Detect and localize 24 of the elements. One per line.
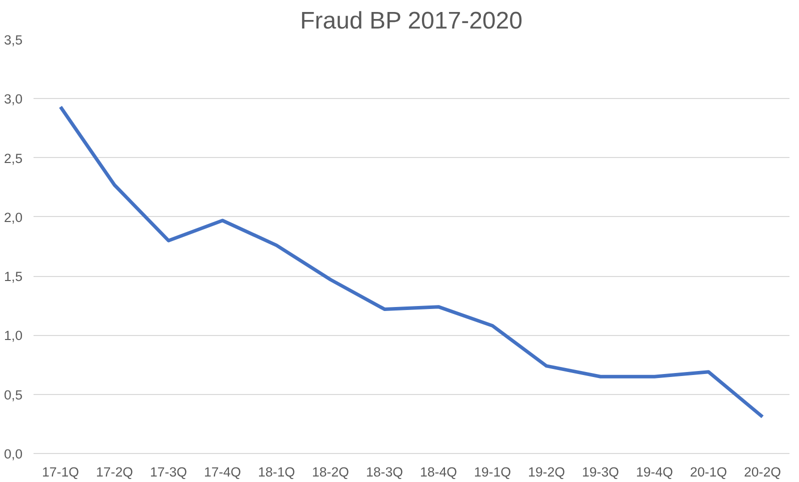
x-tick-label: 17-2Q <box>96 464 134 480</box>
y-tick-label: 3,0 <box>4 92 23 107</box>
x-tick-label: 19-3Q <box>582 464 620 480</box>
y-tick-label: 1,0 <box>4 328 23 344</box>
chart-title: Fraud BP 2017-2020 <box>300 8 522 34</box>
x-tick-label: 17-3Q <box>150 464 188 480</box>
x-tick-label: 17-4Q <box>204 464 242 480</box>
y-tick-label: 3,5 <box>4 32 23 48</box>
x-tick-label: 19-4Q <box>636 464 674 480</box>
x-tick-label: 18-3Q <box>366 464 404 480</box>
y-tick-label: 2,5 <box>4 150 23 166</box>
line-series <box>58 105 764 419</box>
y-tick-label: 1,5 <box>4 269 23 284</box>
x-tick-label: 18-1Q <box>258 464 296 480</box>
y-tick-label: 0,0 <box>4 446 23 462</box>
x-tick-label: 19-1Q <box>474 464 512 480</box>
x-tick-label: 19-2Q <box>528 464 566 480</box>
y-tick-label: 2,0 <box>4 210 23 225</box>
x-tick-label: 20-1Q <box>690 464 728 480</box>
x-tick-label: 17-1Q <box>42 464 80 480</box>
x-tick-label: 18-2Q <box>312 464 350 480</box>
x-tick-label: 18-4Q <box>420 464 458 480</box>
x-tick-label: 20-2Q <box>744 464 782 480</box>
y-tick-label: 0,5 <box>4 387 23 402</box>
